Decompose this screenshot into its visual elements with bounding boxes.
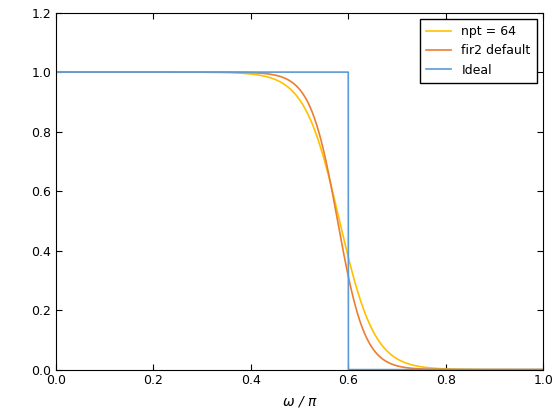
Line: fir2 default: fir2 default bbox=[56, 72, 543, 370]
fir2 default bbox=[525, 367, 531, 372]
Ideal bbox=[540, 367, 547, 372]
Line: npt = 64: npt = 64 bbox=[56, 72, 543, 370]
Legend: npt = 64, fir2 default, Ideal: npt = 64, fir2 default, Ideal bbox=[420, 19, 537, 83]
npt = 64 bbox=[501, 367, 507, 372]
fir2 default bbox=[53, 70, 59, 75]
npt = 64 bbox=[53, 70, 59, 75]
Ideal bbox=[345, 367, 352, 372]
fir2 default bbox=[540, 367, 547, 372]
fir2 default bbox=[261, 71, 268, 76]
npt = 64 bbox=[540, 367, 547, 372]
X-axis label: ω / π: ω / π bbox=[283, 394, 316, 408]
fir2 default bbox=[257, 71, 264, 76]
Ideal bbox=[53, 70, 59, 75]
fir2 default bbox=[501, 367, 507, 372]
npt = 64 bbox=[261, 74, 268, 79]
Ideal bbox=[257, 70, 264, 75]
Ideal bbox=[525, 367, 531, 372]
npt = 64 bbox=[284, 84, 291, 89]
npt = 64 bbox=[407, 362, 413, 367]
npt = 64 bbox=[257, 73, 264, 78]
Ideal bbox=[501, 367, 507, 372]
npt = 64 bbox=[525, 367, 531, 372]
fir2 default bbox=[284, 77, 291, 82]
Ideal bbox=[407, 367, 413, 372]
fir2 default bbox=[407, 365, 413, 370]
Ideal bbox=[284, 70, 291, 75]
Ideal bbox=[261, 70, 268, 75]
Line: Ideal: Ideal bbox=[56, 72, 543, 370]
